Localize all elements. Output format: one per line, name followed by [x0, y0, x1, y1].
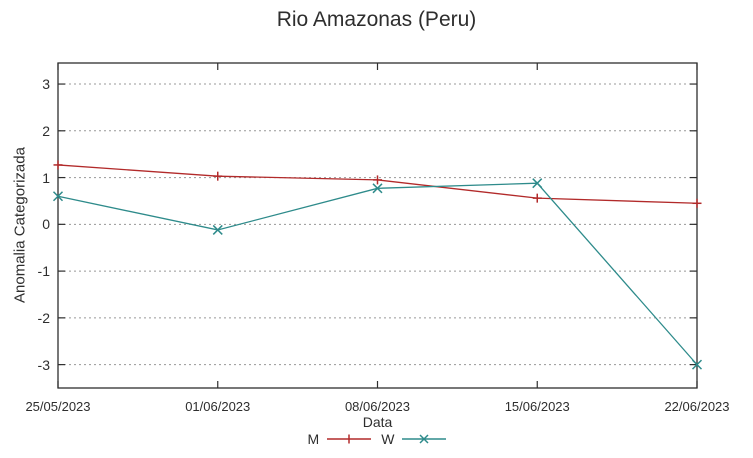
- marker-x-W: [212, 224, 223, 235]
- y-tick-label: 1: [42, 169, 50, 186]
- legend-label-M: M: [307, 431, 320, 447]
- y-tick-label: 3: [42, 76, 50, 93]
- legend-sample-M: [327, 434, 372, 444]
- y-tick-label: 0: [42, 216, 50, 233]
- legend-label-W: W: [381, 431, 395, 447]
- marker-x-W: [52, 191, 64, 202]
- chart-title: Rio Amazonas (Peru): [276, 8, 477, 31]
- x-tick-label: 01/06/2023: [185, 399, 251, 414]
- y-tick-label: -1: [37, 263, 50, 280]
- y-tick-label: 2: [42, 122, 50, 139]
- x-tick-label: 08/06/2023: [344, 399, 411, 414]
- x-tick-label: 25/05/2023: [25, 399, 91, 414]
- series-line-W: [57, 182, 698, 366]
- x-tick-label: 15/06/2023: [504, 399, 570, 414]
- marker-x-W: [372, 183, 383, 194]
- plot-border: [57, 62, 698, 389]
- x-axis-label: Data: [362, 414, 393, 430]
- legend-sample-W: [402, 434, 447, 444]
- x-tick-label: 22/06/2023: [664, 399, 730, 414]
- marker-x-W: [691, 359, 703, 370]
- y-tick-label: -2: [37, 309, 50, 326]
- y-tick-label: -3: [37, 356, 50, 373]
- marker-x-W: [532, 178, 543, 189]
- legend-item-M: M: [308, 431, 373, 447]
- legend-item-W: W: [381, 431, 447, 447]
